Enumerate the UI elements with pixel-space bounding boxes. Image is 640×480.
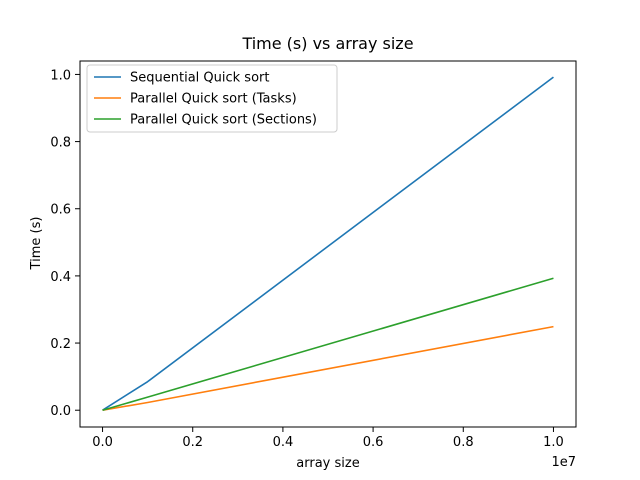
series-line-3 — [102, 277, 554, 411]
y-tick-label: 0.0 — [50, 404, 71, 419]
plot-frame — [79, 60, 577, 428]
legend-box — [86, 64, 338, 133]
y-tick-label: 1.0 — [50, 68, 71, 83]
legend-label: Parallel Quick sort (Sections) — [130, 113, 317, 128]
plot-area — [79, 60, 577, 428]
x-tick-label: 0.2 — [182, 435, 203, 450]
x-tick-label: 0.4 — [273, 435, 294, 450]
x-axis-offset-label: 1e7 — [551, 455, 576, 470]
chart-title: Time (s) vs array size — [241, 34, 413, 53]
x-tick-label: 0.6 — [363, 435, 384, 450]
y-tick-label: 0.8 — [50, 136, 71, 151]
series-lines — [102, 76, 554, 411]
y-tick-label: 0.2 — [50, 337, 71, 352]
x-axis: 0.0 0.2 0.4 0.6 0.8 1.0 — [92, 427, 564, 450]
y-axis-label: Time (s) — [29, 217, 44, 271]
x-tick-label: 0.0 — [92, 435, 113, 450]
series-line-1 — [102, 76, 554, 411]
series-line-2 — [102, 325, 554, 411]
x-tick-label: 0.8 — [453, 435, 474, 450]
y-tick-label: 0.4 — [50, 270, 71, 285]
y-axis: 0.0 0.2 0.4 0.6 0.8 1.0 — [50, 68, 80, 419]
y-tick-label: 0.6 — [50, 203, 71, 218]
legend-label: Parallel Quick sort (Tasks) — [130, 92, 297, 107]
legend: Sequential Quick sort Parallel Quick sort… — [86, 64, 338, 133]
x-tick-label: 1.0 — [543, 435, 564, 450]
x-axis-label: array size — [296, 456, 359, 471]
legend-label: Sequential Quick sort — [130, 71, 269, 86]
